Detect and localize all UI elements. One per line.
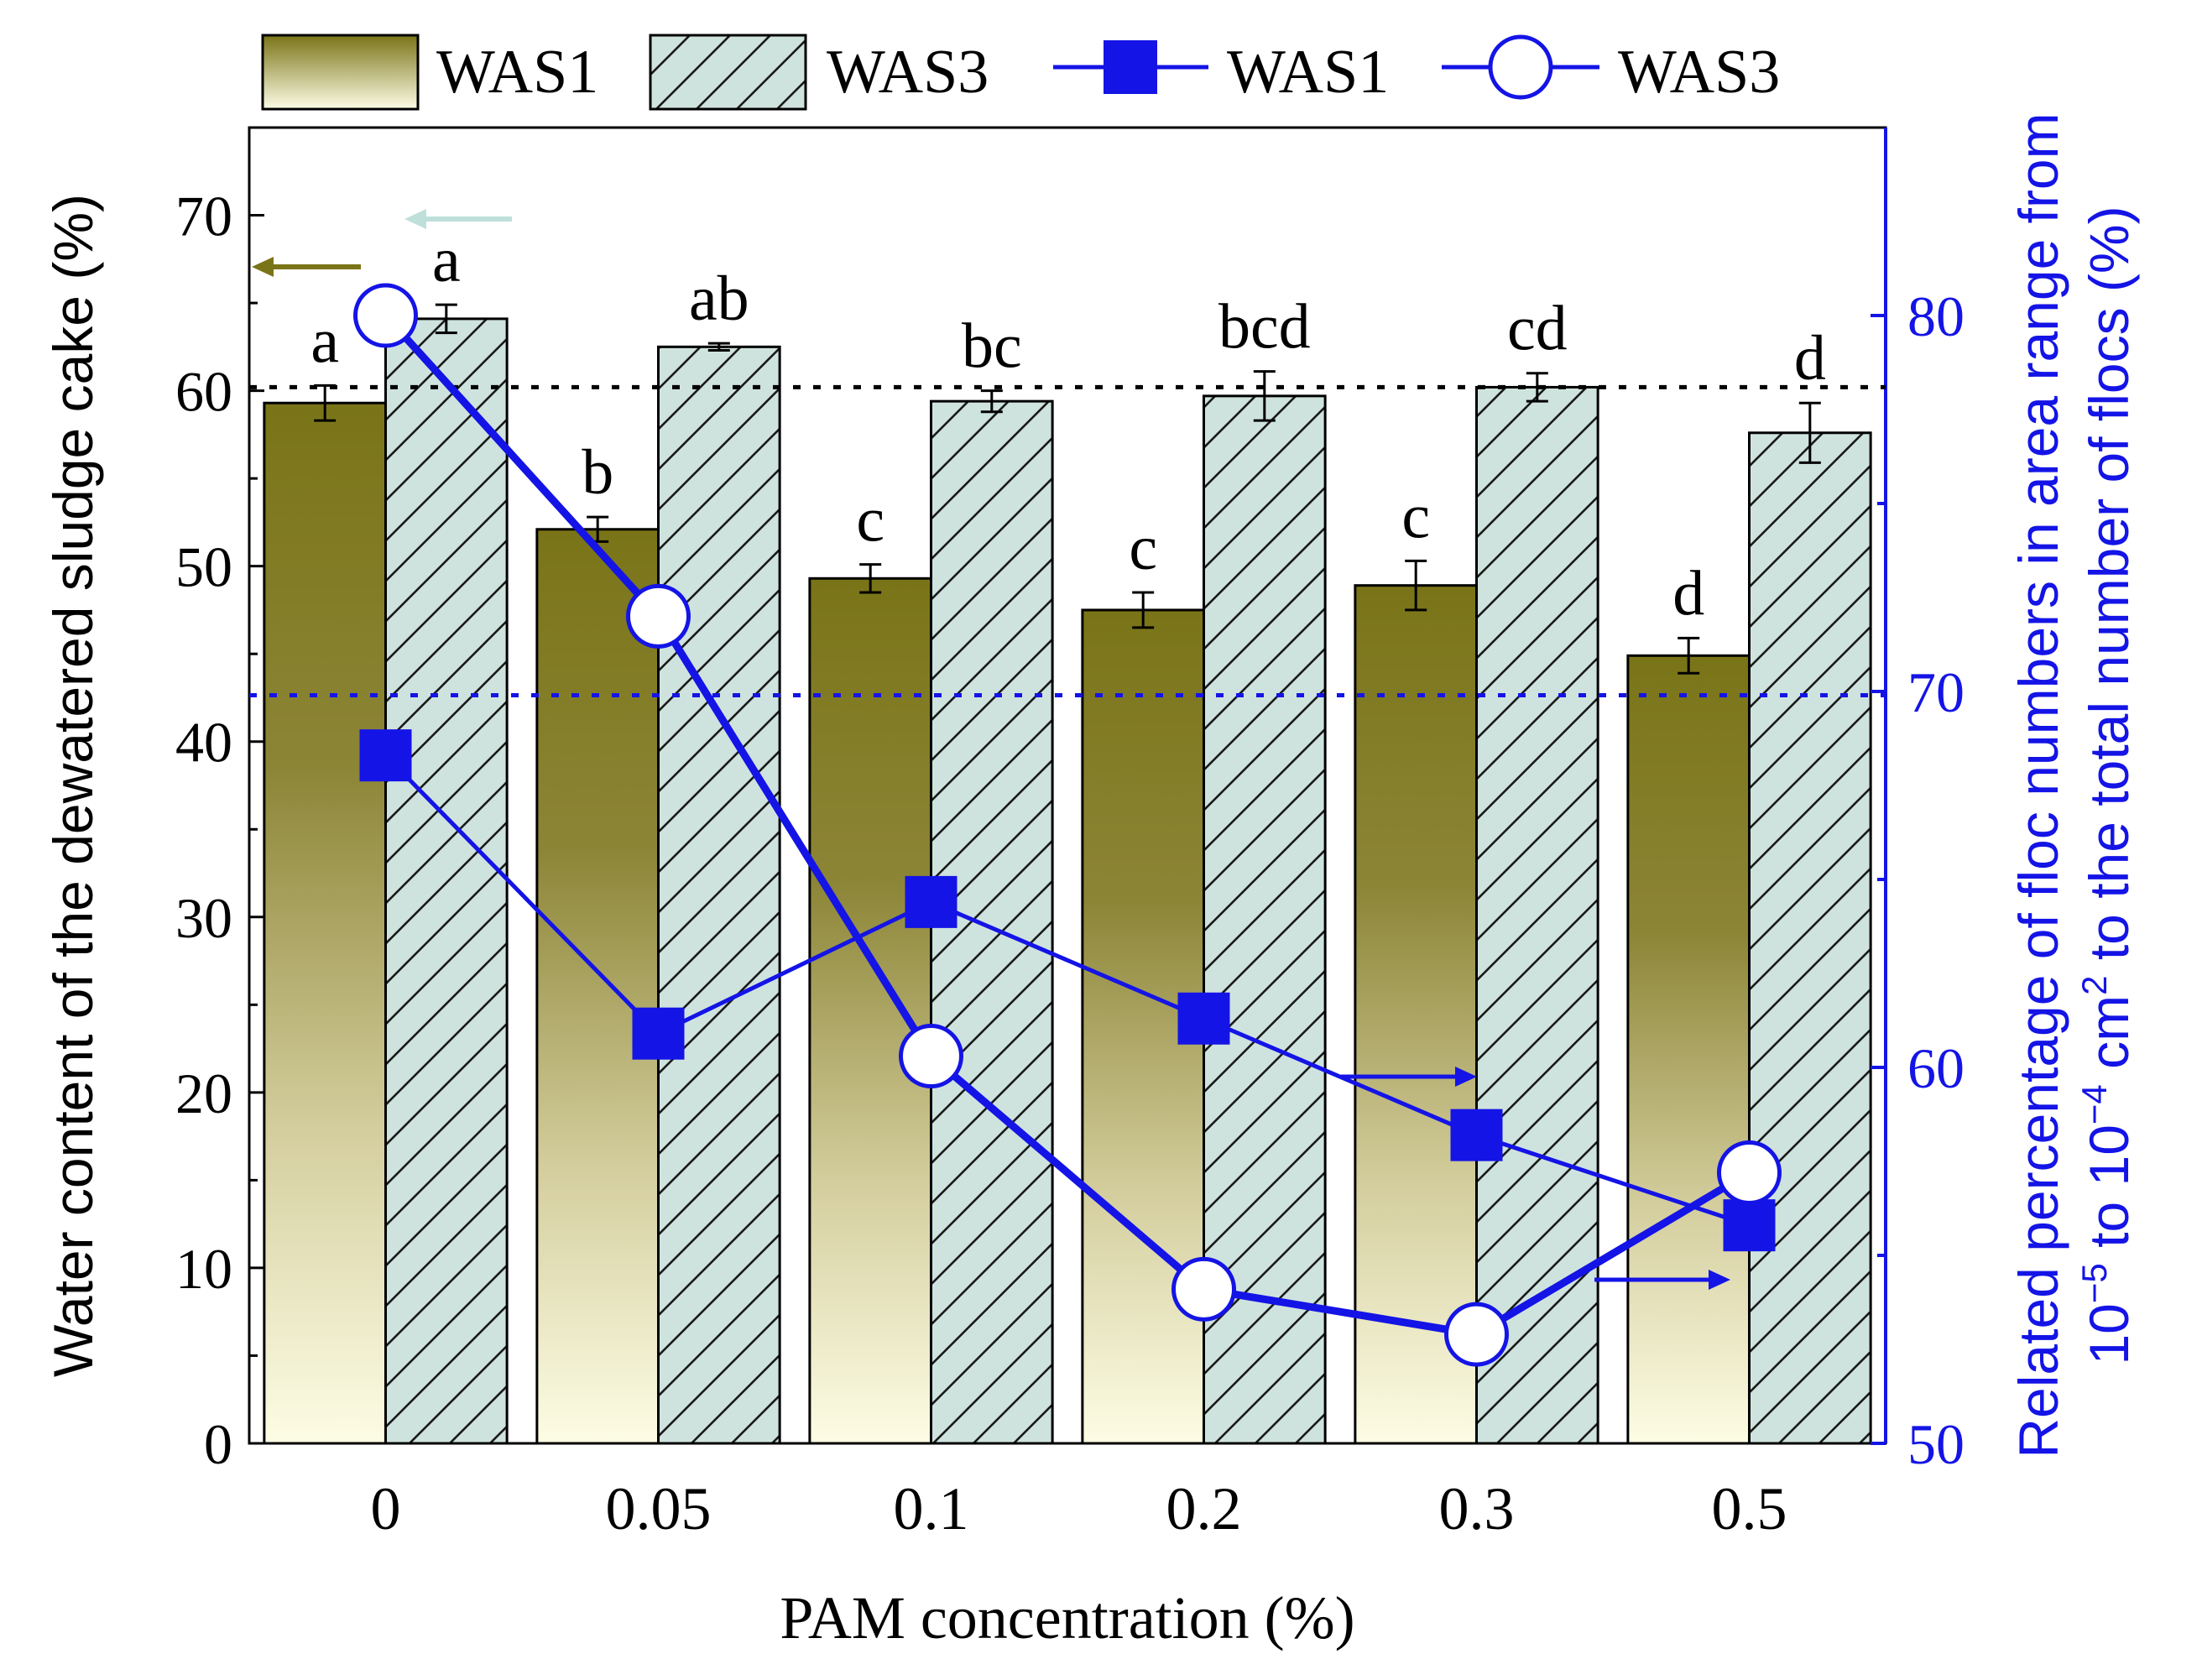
legend-item-line-was1: WAS1 [1053, 38, 1389, 107]
point-was1-5 [1723, 1199, 1776, 1252]
x-axis-title: PAM concentration (%) [780, 1584, 1354, 1651]
significance-label-was1-2: c [856, 485, 884, 556]
y-left-tick-label: 30 [175, 886, 232, 950]
bar-was1-1 [535, 528, 660, 1445]
legend-label-bar-was1: WAS1 [436, 38, 598, 107]
error-bar-was3-5 [1798, 401, 1821, 464]
significance-label-was3-4: cd [1507, 294, 1568, 364]
y-left-tick-label: 20 [175, 1062, 232, 1125]
error-bar-was3-0 [435, 303, 457, 335]
x-tick-label: 0 [371, 1475, 401, 1542]
y-right-tick-label: 60 [1907, 1036, 1965, 1100]
error-bar-was3-4 [1526, 372, 1548, 403]
y-right-tick-label: 50 [1907, 1412, 1965, 1476]
point-was1-4 [1450, 1109, 1503, 1161]
error-bar-was3-2 [980, 389, 1003, 414]
significance-label-was3-3: bcd [1218, 292, 1311, 363]
legend-item-bar-was3: WAS3 [649, 34, 989, 111]
significance-label-was1-0: a [310, 305, 339, 376]
y-left-tick-label: 10 [175, 1237, 232, 1301]
legend-label-bar-was3: WAS3 [827, 38, 989, 107]
error-bar-was1-5 [1678, 636, 1700, 675]
error-bar-was1-3 [1132, 591, 1155, 629]
bar-was3-4 [1475, 385, 1599, 1445]
legend-label-line-was3: WAS3 [1618, 38, 1780, 107]
y-axis-title-right-line2: 10−5 to 10−4 cm2 to the total number of … [2074, 206, 2140, 1364]
point-was1-1 [632, 1007, 685, 1060]
point-was3-3 [1171, 1256, 1236, 1322]
point-was1-2 [905, 875, 958, 928]
left-axis-arrow-was1 [252, 257, 361, 277]
x-tick-label: 0.1 [894, 1475, 969, 1542]
error-bar-was3-3 [1253, 370, 1276, 422]
y-right-tick-label: 80 [1907, 284, 1965, 348]
y-left-tick-label: 50 [175, 535, 232, 599]
significance-label-was1-4: c [1401, 481, 1430, 551]
point-was3-0 [353, 283, 418, 348]
significance-label-was3-2: bc [962, 311, 1022, 382]
y-left-tick-label: 70 [175, 185, 232, 248]
legend-label-line-was1: WAS1 [1227, 38, 1389, 107]
legend-item-bar-was1: WAS1 [261, 34, 598, 111]
bar-was1-5 [1626, 654, 1751, 1445]
error-bar-was3-1 [707, 342, 730, 352]
x-tick-label: 0.5 [1712, 1475, 1787, 1542]
right-axis-arrow-1 [1341, 1067, 1477, 1087]
right-axis-arrow-2 [1594, 1270, 1730, 1290]
point-was3-2 [899, 1024, 963, 1089]
y-left-tick-label: 40 [175, 711, 232, 775]
y-axis-title-left: Water content of the dewatered sludge ca… [42, 194, 104, 1377]
bar-was1-0 [263, 401, 387, 1445]
significance-label-was1-5: d [1672, 558, 1704, 629]
point-was1-3 [1177, 992, 1230, 1045]
x-tick-label: 0.2 [1166, 1475, 1242, 1542]
x-tick-label: 0.05 [606, 1475, 712, 1542]
y-left-tick-label: 60 [175, 360, 232, 424]
significance-label-was1-1: b [582, 437, 613, 508]
bar-was1-2 [808, 577, 932, 1445]
bar-was3-0 [384, 317, 509, 1445]
significance-label-was3-5: d [1794, 323, 1826, 394]
y-axis-title-right-line1: Related percentage of floc numbers in ar… [2007, 112, 2069, 1458]
error-bar-was1-2 [859, 563, 882, 594]
point-was3-1 [626, 583, 691, 649]
left-axis-arrow-was3 [404, 209, 512, 229]
line-was1 [384, 754, 1751, 1228]
legend: WAS1 WAS3 WAS1 WAS3 [261, 34, 1780, 111]
bar-was3-1 [657, 345, 781, 1445]
significance-label-was3-0: a [432, 225, 461, 295]
error-bar-was1-4 [1405, 559, 1427, 612]
significance-label-was3-1: ab [689, 263, 749, 334]
point-was1-0 [359, 729, 412, 782]
y-left-tick-label: 0 [204, 1412, 232, 1476]
x-tick-label: 0.3 [1439, 1475, 1515, 1542]
point-was3-5 [1717, 1140, 1782, 1205]
line-was3 [383, 312, 1751, 1338]
point-was3-4 [1444, 1302, 1509, 1367]
significance-label-was1-3: c [1129, 513, 1157, 583]
legend-item-line-was3: WAS3 [1442, 34, 1780, 107]
bar-was3-5 [1748, 431, 1872, 1445]
y-right-tick-label: 70 [1907, 660, 1965, 724]
